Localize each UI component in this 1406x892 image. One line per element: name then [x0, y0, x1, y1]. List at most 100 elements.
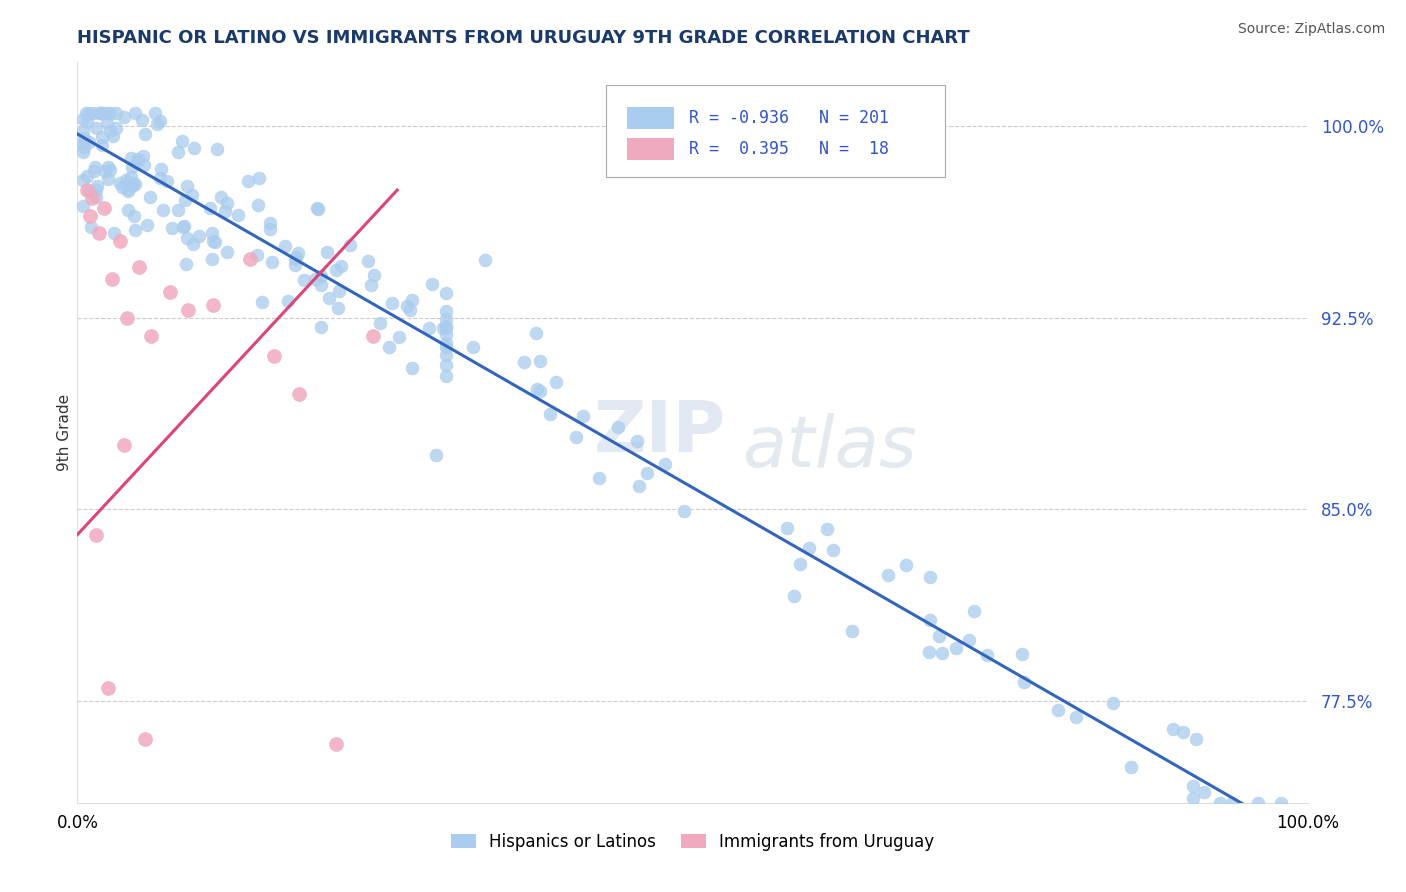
Point — [176, 231, 198, 245]
Point — [121, 179, 143, 194]
Point — [789, 558, 811, 572]
Point — [72, 173, 94, 187]
Point — [122, 209, 145, 223]
Point — [97, 681, 120, 695]
Point — [139, 190, 162, 204]
Point — [239, 252, 262, 266]
Point — [1171, 724, 1194, 739]
Point — [304, 271, 326, 285]
Point — [215, 196, 238, 211]
Point — [134, 128, 156, 142]
Point — [315, 245, 337, 260]
Point — [80, 219, 103, 234]
Text: HISPANIC OR LATINO VS IMMIGRANTS FROM URUGUAY 9TH GRADE CORRELATION CHART: HISPANIC OR LATINO VS IMMIGRANTS FROM UR… — [77, 29, 970, 47]
Point — [198, 202, 221, 216]
Point — [250, 295, 273, 310]
Point — [180, 187, 202, 202]
Point — [513, 355, 536, 369]
Point — [797, 541, 820, 556]
Point — [115, 173, 138, 187]
Point — [363, 268, 385, 282]
Point — [357, 254, 380, 268]
Point — [309, 268, 332, 283]
Point — [82, 106, 104, 120]
Point — [236, 174, 259, 188]
Point — [425, 449, 447, 463]
Point — [245, 248, 267, 262]
Point — [474, 253, 496, 268]
Point — [149, 161, 172, 176]
Point — [328, 284, 350, 298]
Point — [132, 158, 155, 172]
Point — [104, 121, 127, 136]
Point — [202, 234, 225, 248]
Point — [110, 234, 132, 248]
Point — [436, 321, 458, 335]
Point — [76, 169, 98, 183]
Point — [326, 301, 349, 315]
Point — [292, 273, 315, 287]
Point — [1220, 796, 1243, 810]
Point — [91, 138, 114, 153]
Point — [75, 106, 97, 120]
Point — [284, 258, 307, 272]
Point — [775, 521, 797, 535]
Point — [96, 160, 118, 174]
Point — [388, 330, 411, 344]
Point — [117, 182, 139, 196]
Point — [205, 142, 228, 156]
Point — [96, 106, 118, 120]
Point — [83, 160, 105, 174]
Point — [122, 176, 145, 190]
Point — [1185, 732, 1208, 747]
Point — [815, 522, 838, 536]
Point — [72, 199, 94, 213]
Point — [183, 141, 205, 155]
Point — [134, 731, 156, 746]
Point — [1121, 759, 1143, 773]
Point — [143, 106, 166, 120]
Point — [1014, 675, 1036, 690]
Point — [93, 201, 115, 215]
Point — [141, 328, 163, 343]
Point — [259, 216, 281, 230]
Text: atlas: atlas — [742, 413, 917, 482]
Point — [436, 304, 458, 318]
Point — [287, 245, 309, 260]
Point — [72, 123, 94, 137]
Point — [89, 106, 111, 120]
Point — [101, 272, 124, 286]
Point — [325, 737, 347, 751]
Point — [77, 135, 100, 149]
Point — [524, 326, 547, 341]
Point — [627, 479, 650, 493]
Point — [588, 471, 610, 485]
Point — [339, 238, 361, 252]
Point — [288, 387, 311, 401]
Point — [1247, 796, 1270, 810]
Point — [361, 328, 384, 343]
Point — [436, 348, 458, 362]
Point — [565, 430, 588, 444]
Point — [112, 438, 135, 452]
Point — [654, 458, 676, 472]
Point — [945, 641, 967, 656]
Point — [97, 172, 120, 186]
Point — [84, 190, 107, 204]
Point — [120, 170, 142, 185]
Point — [110, 180, 132, 194]
Legend: Hispanics or Latinos, Immigrants from Uruguay: Hispanics or Latinos, Immigrants from Ur… — [444, 826, 941, 857]
Point — [1102, 697, 1125, 711]
Point — [918, 613, 941, 627]
Point — [98, 124, 121, 138]
Point — [125, 154, 148, 169]
Point — [360, 278, 382, 293]
Point — [127, 153, 149, 167]
Point — [166, 145, 188, 160]
Point — [181, 237, 204, 252]
Point — [82, 191, 104, 205]
Point — [931, 646, 953, 660]
Point — [176, 178, 198, 193]
Point — [309, 278, 332, 293]
Point — [77, 106, 100, 120]
